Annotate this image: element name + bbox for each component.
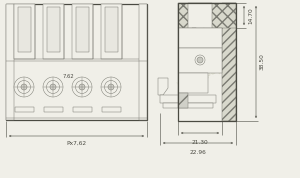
Bar [6,4,14,120]
Text: 14.70: 14.70 [248,7,253,24]
Bar [160,95,216,103]
Text: 7.62: 7.62 [62,74,74,78]
Text: Px7,62: Px7,62 [66,140,87,145]
Circle shape [46,80,59,93]
Circle shape [195,55,205,65]
Bar [178,48,222,73]
Bar [102,107,121,112]
Circle shape [17,80,31,93]
Bar [105,7,118,52]
Bar [14,4,35,59]
Bar [73,107,92,112]
Bar [101,4,122,59]
Bar [222,3,236,121]
Circle shape [108,84,114,90]
Text: 38.50: 38.50 [260,54,265,70]
Circle shape [101,77,121,97]
Text: www.chipdip.ru: www.chipdip.ru [176,61,234,89]
Bar [47,7,60,52]
Text: 21.30: 21.30 [192,140,208,145]
Bar [15,107,34,112]
Polygon shape [192,28,204,46]
Bar [72,4,93,59]
Bar [18,7,31,52]
Bar [178,93,188,108]
Circle shape [43,77,63,97]
Bar [43,4,64,59]
Bar [178,73,208,93]
Bar [163,103,213,108]
Circle shape [50,84,56,90]
Bar [44,107,63,112]
Bar [139,4,147,120]
Text: 22.96: 22.96 [190,150,206,155]
Circle shape [21,84,27,90]
Circle shape [76,80,88,93]
Circle shape [104,80,118,93]
Circle shape [79,84,85,90]
Bar [188,3,212,28]
Circle shape [14,77,34,97]
Polygon shape [158,78,168,95]
Bar [178,3,236,28]
Bar [76,7,89,52]
Circle shape [197,57,203,63]
Text: www.chipdip.ru: www.chipdip.ru [41,71,99,99]
Circle shape [72,77,92,97]
Bar [6,4,147,120]
Bar [178,28,222,48]
Bar [178,3,236,121]
